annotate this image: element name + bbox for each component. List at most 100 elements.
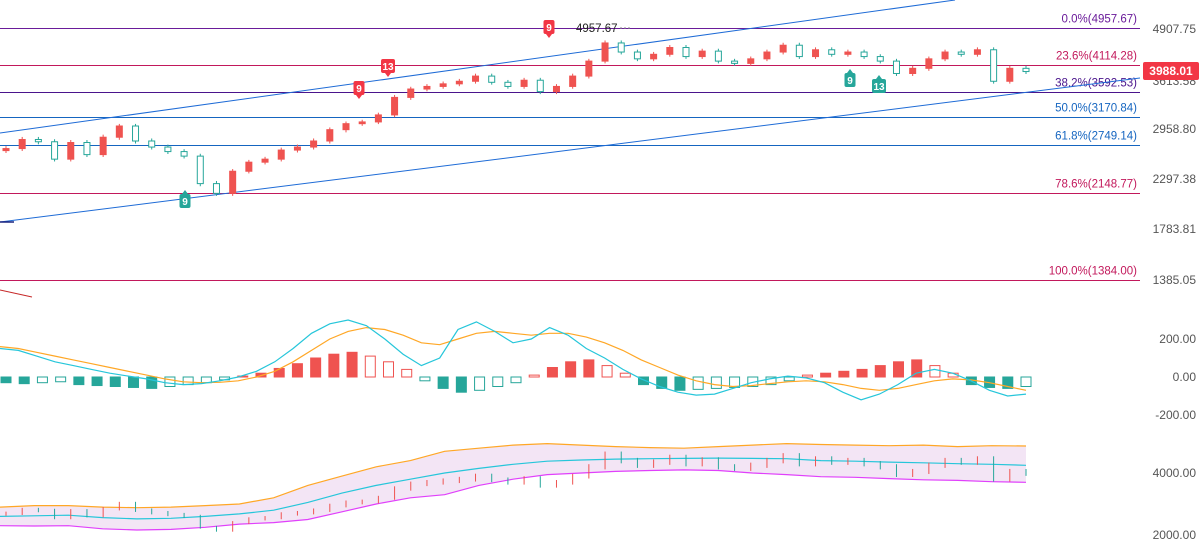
td-badge-text: 9 [182, 197, 188, 208]
macd-tick-1: 0.00 [1173, 370, 1197, 384]
macd-hist-bar [710, 376, 722, 389]
candle-body [358, 121, 366, 125]
candle-body [941, 51, 949, 60]
candle-body [601, 42, 609, 62]
macd-hist-bar [455, 376, 467, 393]
candle-body [132, 125, 140, 142]
td-badge-4: 9 [844, 69, 856, 87]
macd-hist-bar [911, 359, 923, 378]
macd-hist-bar [164, 376, 176, 387]
candle-body [423, 85, 431, 90]
macd-hist-bar [437, 376, 449, 389]
macd-hist-bar [546, 367, 558, 378]
macd-hist-bar [474, 376, 486, 391]
price-tick-0: 4907.75 [1153, 22, 1197, 36]
boll-middle-line [0, 457, 1027, 520]
candle-body [520, 79, 528, 87]
candle-body [698, 50, 706, 58]
candle-body [650, 53, 658, 60]
candle-body [310, 140, 318, 148]
macd-hist-bar [674, 376, 686, 391]
td-badge-3: 9 [179, 190, 191, 208]
candle-body [812, 49, 820, 58]
macd-hist-bar [55, 376, 67, 383]
td-badge-text: 9 [356, 84, 362, 95]
price-tick-2: 2297.38 [1153, 172, 1197, 186]
macd-tick-0: 200.00 [1159, 332, 1196, 346]
candle-body [455, 80, 463, 85]
td-badge-box [844, 73, 856, 87]
macd-hist-bar [528, 374, 540, 378]
macd-hist-bar [583, 359, 595, 378]
candle-body [990, 49, 998, 82]
macd-histogram [0, 351, 1032, 393]
macd-hist-bar [1020, 376, 1032, 387]
macd-hist-bar [383, 361, 394, 378]
candle-body [633, 51, 641, 60]
boll-price-bars [5, 451, 1027, 532]
boll-band-fill [0, 443, 1026, 530]
peak-annotation: 4957.67 [576, 23, 618, 35]
td-badge-2: 9 [353, 81, 365, 99]
candle-body [472, 75, 480, 82]
candle-body [925, 58, 933, 69]
macd-hist-bar [601, 365, 613, 378]
candle-body [488, 75, 496, 83]
candle-body [892, 60, 900, 75]
candle-body [277, 149, 285, 160]
candle-body [245, 161, 253, 172]
td-badge-pointer [546, 34, 552, 38]
candle-body [552, 85, 560, 93]
macd-hist-bar [0, 376, 12, 384]
candle-body [876, 56, 884, 62]
candle-body [828, 49, 836, 55]
macd-hist-bar [36, 376, 48, 384]
candle-body [391, 96, 399, 116]
macd-hist-bar [783, 376, 795, 382]
candle-body [957, 51, 965, 55]
fib-label-0: 0.0%(4957.67) [1062, 14, 1138, 26]
macd-hist-bar [801, 374, 813, 378]
candle-body [439, 83, 447, 87]
candle-body [585, 60, 593, 77]
macd-hist-bar [510, 376, 522, 384]
td-badge-box [353, 81, 365, 95]
td-badge-1: 13 [381, 59, 395, 77]
candle-body [18, 138, 26, 150]
candle-body [536, 79, 544, 93]
candle-body [779, 44, 787, 53]
candle-body [261, 158, 269, 163]
td-badge-text: 9 [546, 23, 552, 34]
price-tick-3: 1783.81 [1153, 222, 1197, 236]
candle-body [666, 46, 674, 55]
candle-body [180, 151, 188, 157]
macd-hist-bar [874, 365, 886, 378]
candle-body [682, 46, 690, 58]
macd-hist-bar [565, 361, 577, 378]
macd-hist-bar [692, 376, 704, 390]
candle-body [212, 183, 220, 194]
candle-body [83, 142, 91, 156]
boll-upper-line [0, 442, 1027, 509]
fib-label-6: 100.0%(1384.00) [1049, 266, 1137, 278]
macd-hist-bar [638, 376, 649, 386]
macd-hist-bar [182, 376, 194, 386]
trendline-upper [0, 0, 956, 134]
price-tick-1: 2958.80 [1153, 122, 1197, 136]
candle-body [407, 88, 415, 98]
candle-body [164, 146, 172, 153]
macd-hist-bar [838, 370, 850, 378]
macd-hist-bar [619, 372, 631, 378]
macd-hist-bar [856, 368, 868, 378]
td-badge-box [179, 194, 191, 208]
td-badge-pointer [876, 75, 882, 79]
macd-hist-bar [273, 367, 285, 378]
macd-hist-bar [328, 353, 340, 378]
candle-body [67, 142, 75, 160]
candle-body [51, 141, 59, 160]
candle-body [2, 148, 10, 152]
candle-body [504, 81, 512, 87]
macd-hist-bar [1002, 376, 1014, 389]
macd-hist-bar [820, 372, 832, 378]
